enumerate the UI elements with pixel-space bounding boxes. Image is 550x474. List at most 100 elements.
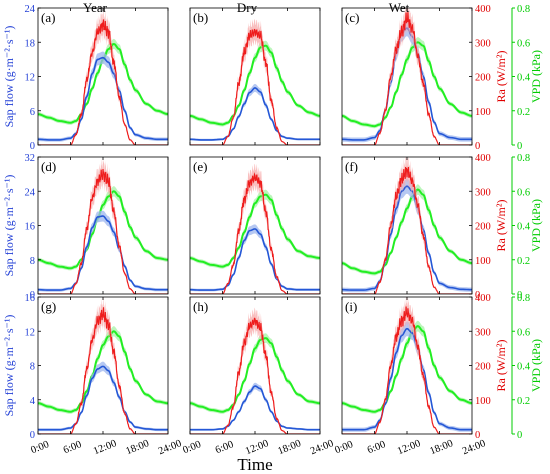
vpd-tick-label: 0.4 xyxy=(517,222,531,233)
series-line-vpd-c xyxy=(342,41,472,128)
left-tick-label: 12 xyxy=(25,327,36,338)
series-line-ra-c xyxy=(342,12,472,145)
x-tick-label: 6:00 xyxy=(366,439,387,456)
left-tick-label: 16 xyxy=(25,222,36,233)
vpd-tick-label: 0.2 xyxy=(517,107,530,118)
panel-label-g: (g) xyxy=(41,299,56,314)
band-ra-g xyxy=(38,297,168,434)
panel-label-a: (a) xyxy=(41,10,55,25)
x-tick-label: 0:00 xyxy=(181,439,202,456)
series-line-left-i xyxy=(342,327,472,431)
ra-axis-label: Ra (W/m²) xyxy=(494,51,508,103)
x-tick-label: 18:00 xyxy=(124,438,150,457)
series-line-left-b xyxy=(190,87,320,141)
x-tick-label: 12:00 xyxy=(92,438,118,457)
series-line-ra-f xyxy=(342,166,472,294)
vpd-tick-label: 0.8 xyxy=(517,4,530,15)
panel-label-i: (i) xyxy=(345,299,357,314)
left-tick-label: 24 xyxy=(25,4,36,15)
series-line-left-d xyxy=(38,215,168,291)
series-line-left-h xyxy=(190,385,320,431)
band-left-e xyxy=(190,224,320,292)
ra-tick-label: 0 xyxy=(475,141,480,152)
panel-g: (g) 0:00 6:00 12:00 18:00 24:00 0 4 8 12 16 Sap flo… xyxy=(2,293,183,457)
ra-tick-label: 0 xyxy=(475,290,480,301)
ra-tick-label: 300 xyxy=(475,38,491,49)
left-tick-label: 8 xyxy=(30,362,35,373)
vpd-tick-label: 0.4 xyxy=(517,73,531,84)
band-vpd-d xyxy=(38,186,168,271)
panel-e: (e) xyxy=(189,156,321,295)
ra-tick-label: 300 xyxy=(475,327,491,338)
ra-tick-label: 100 xyxy=(475,107,491,118)
vpd-tick-label: 0 xyxy=(517,290,522,301)
band-vpd-f xyxy=(342,184,472,276)
band-left-b xyxy=(190,83,320,141)
ra-tick-label: 400 xyxy=(475,4,491,15)
series-line-vpd-i xyxy=(342,325,472,413)
vpd-axis-label: VPD (kPa) xyxy=(529,339,543,392)
panels: (a) 0 6 12 18 24 Sap flow (g·m⁻²·s⁻¹) (b) (c) 0 10… xyxy=(2,4,543,457)
band-vpd-c xyxy=(342,37,472,129)
panel-label-h: (h) xyxy=(193,299,208,314)
band-ra-b xyxy=(190,18,320,145)
ra-tick-label: 0 xyxy=(475,430,480,441)
x-tick-label: 18:00 xyxy=(428,438,454,457)
series-line-vpd-e xyxy=(190,193,320,268)
vpd-tick-label: 0 xyxy=(517,430,522,441)
panel-label-e: (e) xyxy=(193,159,207,174)
column-title-wet: Wet xyxy=(389,0,410,15)
x-tick-label: 24:00 xyxy=(309,438,335,457)
left-axis-label: Sap flow (g·m⁻²·s⁻¹) xyxy=(2,26,16,128)
ra-tick-label: 200 xyxy=(475,222,491,233)
vpd-tick-label: 0.6 xyxy=(517,187,530,198)
vpd-tick-label: 0.8 xyxy=(517,153,530,164)
x-tick-label: 6:00 xyxy=(62,439,83,456)
left-tick-label: 32 xyxy=(25,153,36,164)
left-axis-label: Sap flow (g·m⁻²·s⁻¹) xyxy=(2,175,16,277)
left-axis-label: Sap flow (g·m⁻²·s⁻¹) xyxy=(2,315,16,417)
panel-h: (h)0:00 6:00 12:00 18:00 24:00 xyxy=(181,296,335,457)
ra-axis-label: Ra (W/m²) xyxy=(494,340,508,392)
band-vpd-i xyxy=(342,320,472,414)
band-ra-a xyxy=(38,8,168,145)
series-line-left-e xyxy=(190,228,320,291)
panel-d: (d) 0 8 16 24 32 Sap flow (g·m⁻²·s⁻¹) xyxy=(2,153,169,301)
series-line-ra-i xyxy=(342,306,472,434)
panel-label-c: (c) xyxy=(345,10,359,25)
left-tick-label: 16 xyxy=(25,293,36,304)
series-line-ra-h xyxy=(190,317,320,434)
left-tick-label: 18 xyxy=(25,38,36,49)
series-line-ra-d xyxy=(38,169,168,294)
column-title-dry: Dry xyxy=(237,0,258,15)
ra-tick-label: 200 xyxy=(475,73,491,84)
panel-a: (a) 0 6 12 18 24 Sap flow (g·m⁻²·s⁻¹) xyxy=(2,4,169,152)
x-tick-label: 24:00 xyxy=(157,438,183,457)
band-ra-f xyxy=(342,157,472,294)
x-tick-label: 18:00 xyxy=(276,438,302,457)
series-line-ra-g xyxy=(38,307,168,434)
ra-axis-label: Ra (W/m²) xyxy=(494,200,508,252)
x-tick-label: 0:00 xyxy=(333,439,354,456)
x-tick-label: 12:00 xyxy=(396,438,422,457)
ra-tick-label: 300 xyxy=(475,187,491,198)
ra-tick-label: 100 xyxy=(475,396,491,407)
series-line-ra-e xyxy=(190,172,320,294)
vpd-axis-label: VPD (kPa) xyxy=(529,50,543,103)
band-left-i xyxy=(342,321,472,432)
x-tick-label: 6:00 xyxy=(214,439,235,456)
left-tick-label: 0 xyxy=(30,430,35,441)
ra-tick-label: 400 xyxy=(475,153,491,164)
vpd-tick-label: 0 xyxy=(517,141,522,152)
panel-c: (c) 0 100 200 300 400 Ra (W/m²) 0 0.2 0.4 0.6 0.8 VP… xyxy=(341,4,543,152)
series-line-vpd-g xyxy=(38,330,168,413)
ra-tick-label: 400 xyxy=(475,293,491,304)
series-line-left-g xyxy=(38,365,168,431)
left-tick-label: 0 xyxy=(30,141,35,152)
series-line-ra-a xyxy=(38,19,168,145)
left-tick-label: 12 xyxy=(25,73,36,84)
band-ra-h xyxy=(190,307,320,434)
vpd-tick-label: 0.2 xyxy=(517,396,530,407)
left-tick-label: 6 xyxy=(30,107,35,118)
